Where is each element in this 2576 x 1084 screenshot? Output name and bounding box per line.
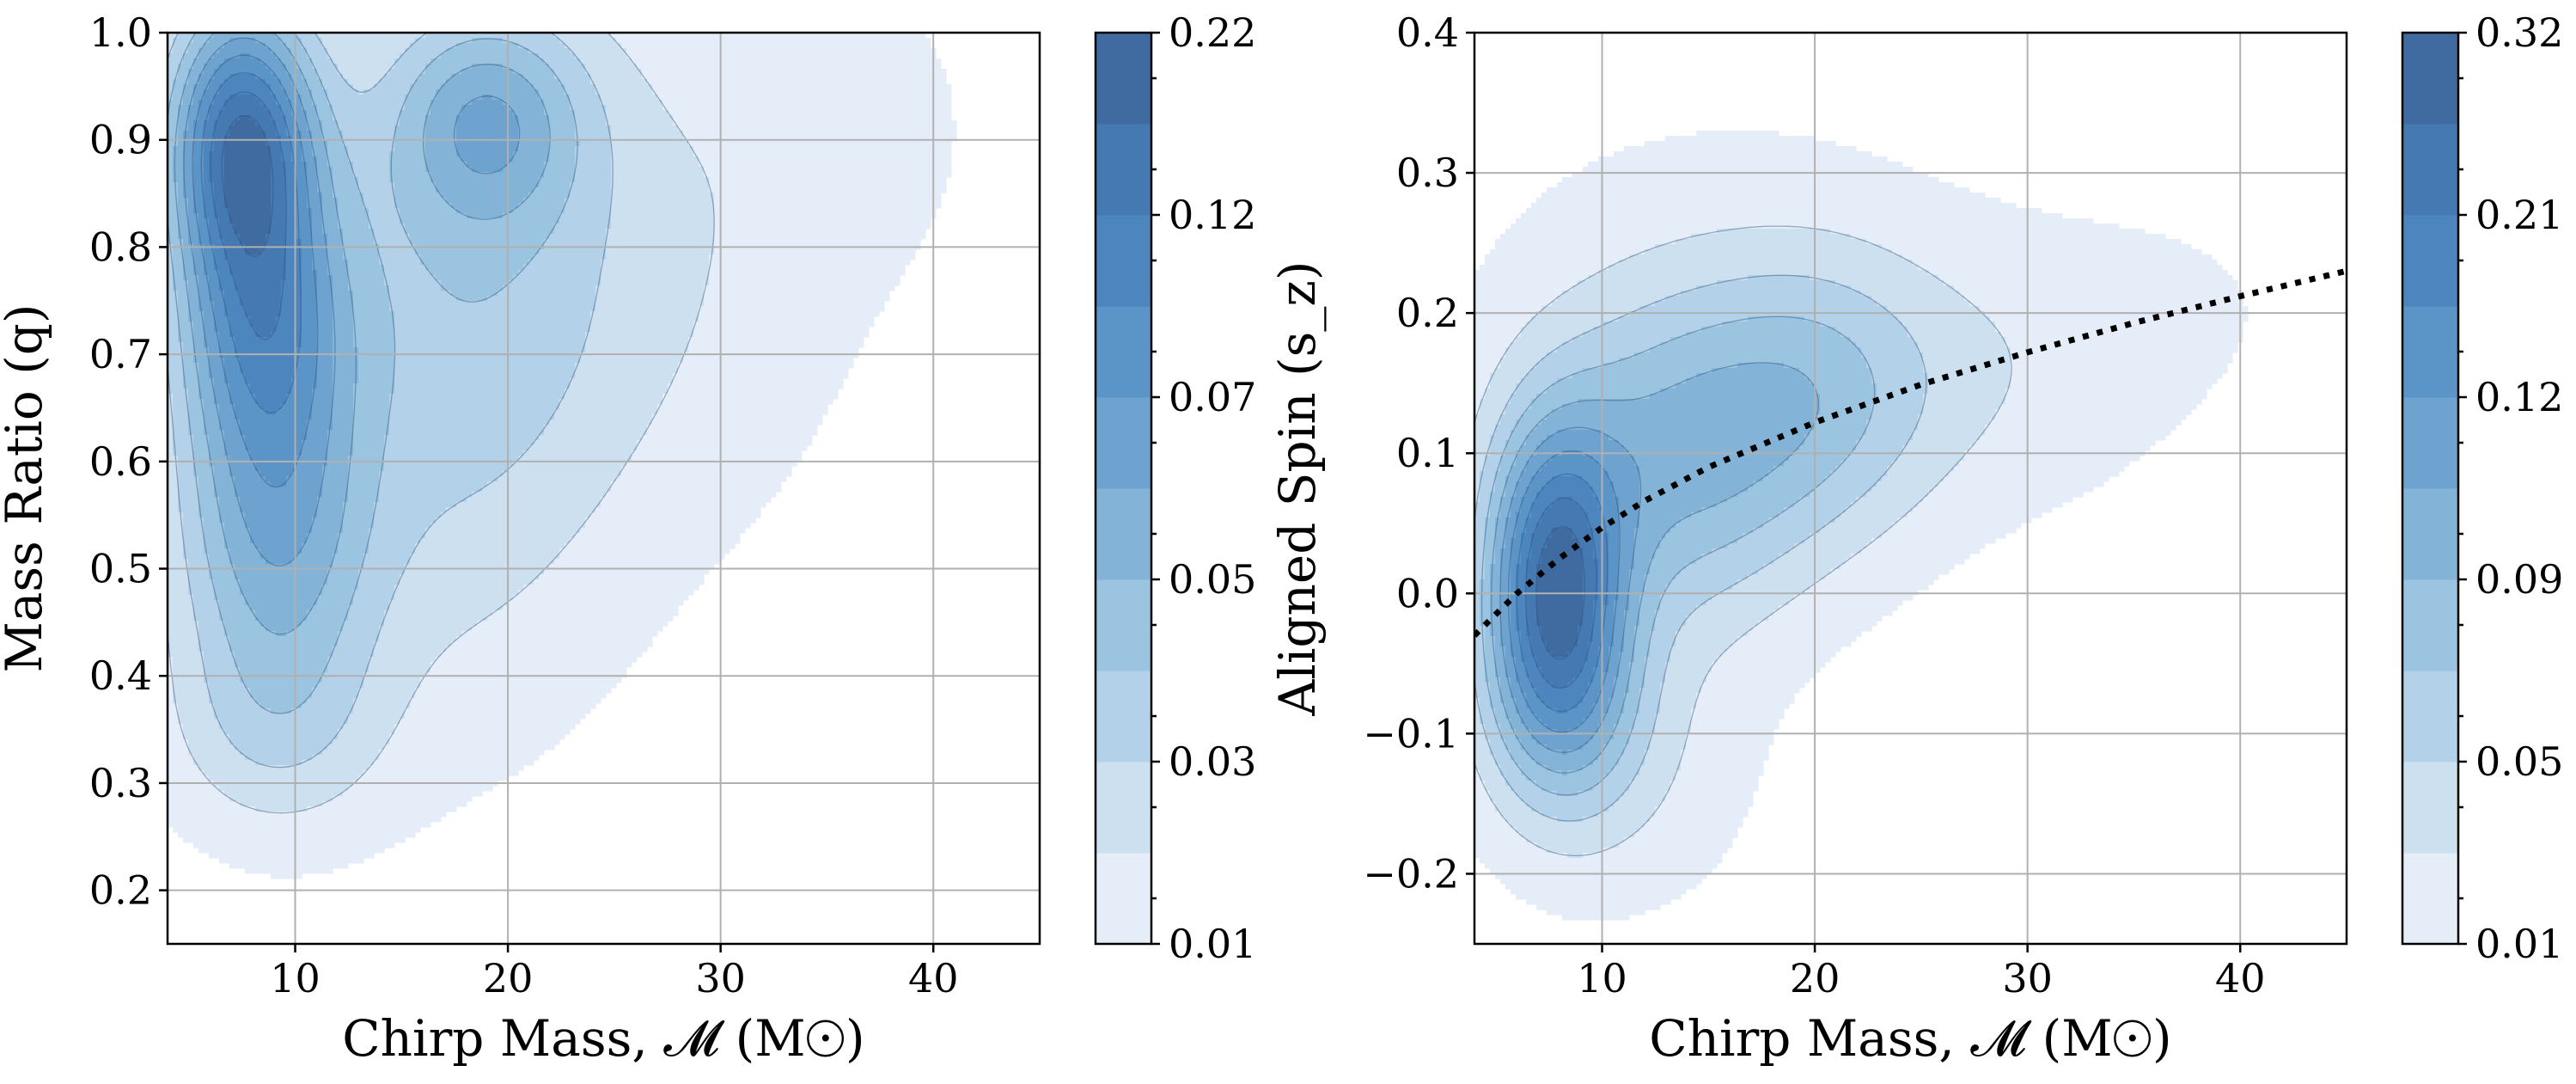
colorbar-band — [1096, 215, 1151, 307]
y-tick-label: −0.2 — [1363, 850, 1459, 897]
contour-level-1 — [168, 33, 715, 814]
y-axis-label: Mass Ratio (q) — [0, 303, 53, 672]
y-tick-label: 0.4 — [1396, 9, 1459, 56]
colorbar-tick-label: 0.12 — [1169, 192, 1256, 238]
colorbar-tick-label: 0.01 — [2475, 921, 2563, 967]
contour-level-1 — [1474, 225, 2012, 857]
colorbar-band — [2402, 579, 2458, 671]
colorbar-band — [1096, 33, 1151, 125]
colorbar-band — [1096, 671, 1151, 762]
y-tick-label: 0.2 — [89, 867, 152, 914]
y-tick-label: −0.1 — [1363, 710, 1459, 756]
colorbar: 0.01 0.05 0.09 0.12 0.21 0.32 — [2401, 9, 2563, 967]
contour-level-6 — [1507, 450, 1621, 733]
contour-level-5 — [1499, 426, 1642, 753]
kde-contour-lines — [168, 33, 715, 814]
y-tick-label: 0.7 — [89, 331, 152, 377]
contour-level-3 — [1480, 315, 1876, 796]
axes-frame — [1473, 31, 2348, 946]
colorbar-frame — [2401, 31, 2460, 946]
x-axis-label: Chirp Mass, 𝓜 (M☉) — [1649, 1009, 2171, 1068]
colorbar-band — [1096, 124, 1151, 216]
colorbar-band — [2402, 215, 2458, 307]
x-tick-label: 10 — [270, 955, 320, 1001]
kde-contour-lines — [1474, 225, 2012, 857]
contour-level-8 — [210, 91, 287, 340]
y-tick-label: 0.4 — [89, 652, 152, 699]
colorbar-band — [2402, 853, 2458, 945]
x-tick-label: 20 — [1790, 955, 1840, 1001]
y-tick-label: 1.0 — [89, 9, 152, 56]
right-chart-aligned-spin: 10 20 30 40 −0.2 −0.1 0.0 0.1 0.2 0.3 0.4 Chirp Mas… — [1268, 9, 2563, 1068]
colorbar-band — [1096, 853, 1151, 945]
colorbar-tick-label: 0.22 — [1169, 9, 1256, 56]
left-chart-mass-ratio: 10 20 30 40 0.2 0.3 0.4 0.5 0.6 0.7 0.8 0.9 1.0 Chirp… — [0, 9, 1256, 1068]
colorbar-band — [1096, 397, 1151, 489]
colorbar-band — [1096, 762, 1151, 854]
colorbar-band — [2402, 397, 2458, 489]
dotted-trend-line — [1474, 267, 2347, 638]
colorbar-band — [1096, 579, 1151, 671]
y-tick-label: 0.9 — [89, 117, 152, 163]
colorbar-tick-label: 0.03 — [1169, 738, 1256, 785]
y-tick-label: 0.1 — [1396, 430, 1459, 476]
colorbar-band — [2402, 762, 2458, 854]
colorbar-tick-label: 0.09 — [2475, 556, 2563, 603]
colorbar-band — [2402, 306, 2458, 398]
contour-level-5 — [183, 37, 521, 566]
y-tick-label: 0.5 — [89, 546, 152, 592]
colorbar-band — [2402, 33, 2458, 125]
colorbar-tick-label: 0.07 — [1169, 374, 1256, 420]
contour-level-4 — [1491, 362, 1820, 774]
colorbar-tick-label: 0.01 — [1169, 921, 1256, 967]
x-tick-label: 30 — [695, 955, 746, 1001]
x-tick-label: 40 — [908, 955, 959, 1001]
colorbar-frame — [1094, 31, 1153, 946]
contour-level-4 — [174, 33, 551, 635]
colorbar-band — [2402, 671, 2458, 762]
contour-level-6 — [192, 54, 319, 488]
contour-level-9 — [1535, 525, 1585, 660]
colorbar-tick-label: 0.21 — [2475, 192, 2563, 238]
kde-filled-contours — [1474, 131, 2249, 921]
axes-frame — [166, 31, 1041, 946]
colorbar-tick-label: 0.05 — [2475, 738, 2563, 785]
y-tick-label: 0.2 — [1396, 290, 1459, 336]
kde-filled-contours — [168, 33, 957, 879]
colorbar-band — [2402, 124, 2458, 216]
x-tick-label: 10 — [1577, 955, 1627, 1001]
colorbar-band — [1096, 488, 1151, 580]
y-tick-label: 0.0 — [1396, 570, 1459, 616]
colorbar: 0.01 0.03 0.05 0.07 0.12 0.22 — [1094, 9, 1256, 967]
y-tick-label: 0.8 — [89, 224, 152, 270]
x-tick-label: 40 — [2215, 955, 2266, 1001]
y-tick-label: 0.6 — [89, 438, 152, 485]
colorbar-tick-label: 0.32 — [2475, 9, 2563, 56]
colorbar-band — [2402, 488, 2458, 580]
y-tick-label: 0.3 — [1396, 150, 1459, 196]
grid — [168, 32, 1040, 944]
contour-level-2 — [168, 33, 613, 769]
contour-level-3 — [168, 33, 578, 714]
x-axis-label: Chirp Mass, 𝓜 (M☉) — [342, 1009, 864, 1068]
grid — [1474, 32, 2347, 944]
x-tick-label: 20 — [483, 955, 534, 1001]
colorbar-band — [1096, 306, 1151, 398]
y-axis-label: Aligned Spin (s_z) — [1268, 260, 1327, 716]
contour-level-8 — [1524, 497, 1597, 689]
x-tick-label: 30 — [2002, 955, 2053, 1001]
colorbar-tick-label: 0.05 — [1169, 556, 1256, 603]
colorbar-tick-label: 0.12 — [2475, 374, 2563, 420]
y-tick-label: 0.3 — [89, 760, 152, 806]
